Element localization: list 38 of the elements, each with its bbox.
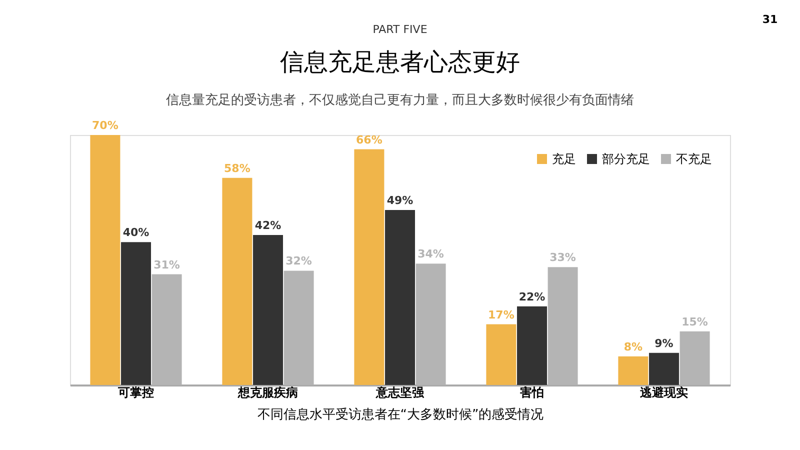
bar bbox=[253, 235, 283, 385]
chart-title: 信息充足患者心态更好 bbox=[280, 48, 520, 76]
bar bbox=[222, 178, 252, 385]
x-tick-label: 想克服疾病 bbox=[237, 386, 298, 400]
x-tick-label: 意志坚强 bbox=[375, 386, 425, 400]
bar bbox=[354, 149, 384, 385]
bar bbox=[486, 324, 516, 385]
bar bbox=[649, 352, 679, 385]
chart-subtitle: 信息量充足的受访患者，不仅感觉自己更有力量，而且大多数时候很少有负面情绪 bbox=[166, 92, 634, 108]
bar bbox=[121, 242, 151, 385]
data-label: 15% bbox=[682, 315, 708, 328]
bar bbox=[517, 306, 547, 385]
text: 31 bbox=[762, 13, 778, 26]
data-label: 17% bbox=[488, 308, 514, 322]
legend-label: 充足 bbox=[552, 152, 576, 166]
data-label: 40% bbox=[122, 226, 150, 240]
data-label: 70% bbox=[92, 119, 118, 132]
legend-label: 部分充足 bbox=[602, 152, 650, 166]
data-label: 58% bbox=[224, 162, 250, 175]
data-label: 9% bbox=[654, 336, 674, 350]
data-label: 31% bbox=[154, 258, 180, 272]
data-label: 34% bbox=[418, 248, 444, 261]
bar bbox=[385, 210, 415, 385]
x-axis-title: 不同信息水平受访患者在“大多数时候”的感受情况 bbox=[257, 406, 544, 422]
x-tick-label: 可掌控 bbox=[117, 386, 154, 400]
bar bbox=[90, 135, 120, 385]
x-tick-label: 逃避现实 bbox=[639, 386, 688, 400]
bar bbox=[618, 356, 648, 385]
data-label: 33% bbox=[550, 251, 576, 264]
data-label: 8% bbox=[624, 340, 643, 354]
x-tick-label: 害怕 bbox=[520, 386, 544, 400]
data-label: 49% bbox=[386, 194, 414, 207]
data-label: 66% bbox=[356, 133, 382, 146]
data-label: 22% bbox=[518, 290, 546, 304]
text: PART FIVE bbox=[372, 23, 428, 36]
data-label: 32% bbox=[286, 254, 312, 268]
legend-label: 不充足 bbox=[676, 152, 712, 166]
data-label: 42% bbox=[254, 219, 282, 232]
